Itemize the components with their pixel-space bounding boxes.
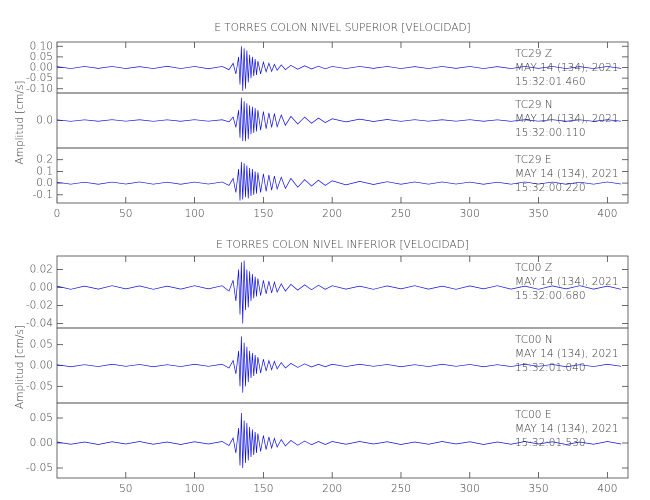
x-tick-label: 100 [185,208,205,220]
waveform [56,97,622,142]
x-tick-label: 50 [119,208,132,220]
chart-title: E TORRES COLON NIVEL INFERIOR [VELOCIDAD… [216,239,469,251]
station-label: TC29 N [515,99,553,111]
x-tick-label: 350 [529,483,549,495]
y-tick-label: -0.02 [26,300,53,312]
station-label: TC00 E [515,409,551,421]
chart-title: E TORRES COLON NIVEL SUPERIOR [VELOCIDAD… [214,22,470,34]
date-label: MAY 14 (134), 2021 [515,113,619,125]
x-tick-label: 350 [529,208,549,220]
station-label: TC29 Z [515,48,552,60]
y-tick-label: 0.05 [30,51,53,63]
y-tick-label: -0.05 [26,72,53,84]
time-label: 15:32:00.110 [515,127,586,139]
x-tick-label: 200 [322,483,342,495]
x-tick-label: 300 [460,483,480,495]
date-label: MAY 14 (134), 2021 [515,423,619,435]
y-tick-label: -0.05 [26,462,53,474]
y-tick-label: 0.0 [36,177,53,189]
y-tick-label: -0.10 [26,83,53,95]
y-tick-label: 0.1 [36,165,53,177]
x-tick-label: 300 [460,208,480,220]
x-tick-label: 150 [253,483,273,495]
date-label: MAY 14 (134), 2021 [515,168,619,180]
waveform [56,412,622,469]
x-tick-label: 400 [597,208,617,220]
x-tick-label: 0 [54,208,61,220]
panel-frame [56,147,629,204]
time-label: 15:32:01.460 [515,76,586,88]
y-tick-label: 0.0 [36,115,53,127]
y-tick-label: 0.05 [30,412,53,424]
time-label: 15:32:01.530 [515,437,586,449]
date-label: MAY 14 (134), 2021 [515,62,619,74]
station-label: TC00 N [515,334,553,346]
y-tick-label: 0.10 [30,40,53,52]
x-tick-label: 400 [597,483,617,495]
station-label: TC29 E [515,154,551,166]
y-axis-label: Amplitud [cm/s] [14,81,26,165]
y-tick-label: 0.00 [30,62,53,74]
y-tick-label: 0.00 [30,282,53,294]
y-tick-label: 0.00 [30,360,53,372]
y-tick-label: -0.04 [26,318,53,330]
x-tick-label: 250 [391,208,411,220]
x-tick-label: 100 [185,483,205,495]
date-label: MAY 14 (134), 2021 [515,276,619,288]
x-tick-label: 150 [253,208,273,220]
y-tick-label: 0.05 [30,339,53,351]
waveform [56,336,622,393]
y-tick-label: -0.05 [26,380,53,392]
waveform [56,46,622,91]
time-label: 15:32:00.220 [515,182,586,194]
x-tick-label: 250 [391,483,411,495]
waveform [56,162,622,201]
time-label: 15:32:01.040 [515,362,586,374]
panel-frame [56,402,629,479]
waveform [56,260,622,324]
time-label: 15:32:00.680 [515,290,586,302]
date-label: MAY 14 (134), 2021 [515,348,619,360]
x-tick-label: 50 [119,483,132,495]
y-tick-label: 0.00 [30,437,53,449]
y-axis-label: Amplitud [cm/s] [14,325,26,409]
station-label: TC00 Z [515,262,552,274]
y-tick-label: 0.02 [30,264,53,276]
y-tick-label: 0.2 [36,154,53,166]
x-tick-label: 200 [322,208,342,220]
y-tick-label: -0.1 [33,189,54,201]
